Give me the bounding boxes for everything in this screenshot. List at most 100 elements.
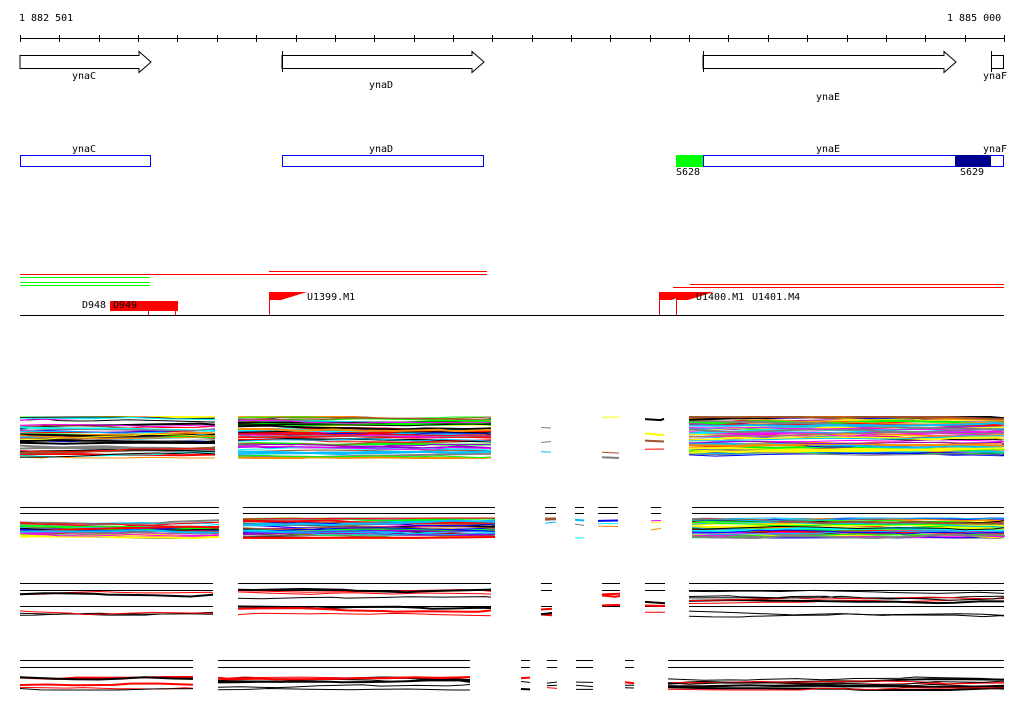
alignment-track-3-read <box>688 596 1005 602</box>
alignment-track-1-read <box>644 417 665 422</box>
alignment-track-2-read <box>544 521 557 524</box>
box-label-ynaF[interactable]: ynaF <box>983 144 1008 155</box>
alignment-track-2-read <box>574 523 585 526</box>
alignment-track-1-read <box>237 434 492 438</box>
alignment-track-2-read <box>691 525 1005 531</box>
alignment-track-1-read <box>19 448 216 453</box>
alignment-track-1-read <box>540 426 552 429</box>
gene-arrow-ynaC <box>19 50 152 74</box>
alignment-track-2-read <box>19 521 220 526</box>
alignment-track-1-read <box>19 423 216 428</box>
alignment-track-1-read <box>19 452 216 458</box>
gene-label-ynaF[interactable]: ynaF <box>983 71 1008 82</box>
alignment-track-1-read <box>237 424 492 431</box>
alignment-track-2-read <box>691 517 1005 522</box>
alignment-track-1-read <box>688 440 1005 445</box>
alignment-track-3-read <box>688 595 1005 600</box>
feature-block-d949 <box>110 301 178 311</box>
gene-region-ynaC <box>20 155 151 167</box>
alignment-track-2-read <box>242 526 496 530</box>
alignment-track-1-read <box>237 450 492 455</box>
alignment-track-1-read <box>19 434 216 440</box>
box-label-ynaD[interactable]: ynaD <box>369 144 394 155</box>
feature-label-u1400[interactable]: U1400.M1 <box>696 292 745 303</box>
alignment-track-1-read <box>237 416 492 422</box>
alignment-track-3-read <box>540 607 553 611</box>
alignment-track-1-read <box>688 428 1005 437</box>
segment-s629 <box>955 155 991 167</box>
alignment-track-4-read <box>19 688 194 691</box>
gene-box-ynaF <box>991 55 1004 69</box>
alignment-track-3-read <box>601 594 621 598</box>
alignment-track-2-read <box>242 529 496 536</box>
alignment-track-3-read <box>644 604 666 607</box>
alignment-track-4-read <box>19 682 194 687</box>
alignment-track-3-read <box>237 596 492 600</box>
alignment-track-4-read <box>520 676 531 680</box>
alignment-track-4-read <box>575 684 594 688</box>
ruler-end-label: 1 885 000 <box>947 13 1002 24</box>
alignment-track-2-read <box>19 529 220 534</box>
box-label-ynaC[interactable]: ynaC <box>72 144 97 155</box>
alignment-track-1-read <box>237 454 492 459</box>
alignment-track-1-read <box>688 447 1005 454</box>
alignment-track-2-read <box>19 532 220 537</box>
alignment-track-1-read <box>237 446 492 451</box>
alignment-track-1-read <box>237 445 492 450</box>
alignment-track-1-read <box>19 441 215 445</box>
alignment-track-1-read <box>237 438 492 443</box>
alignment-track-4-read <box>217 687 470 691</box>
feature-label-u1401[interactable]: U1401.M4 <box>752 292 801 303</box>
alignment-track-3-read <box>688 613 1005 618</box>
alignment-track-1-read <box>644 439 665 443</box>
alignment-track-4-read <box>217 683 471 689</box>
alignment-track-3-read <box>19 592 214 598</box>
alignment-track-3-read <box>601 603 621 607</box>
alignment-track-3-read <box>237 591 492 595</box>
alignment-track-1-read <box>19 456 215 459</box>
alignment-track-1-read <box>237 445 492 450</box>
alignment-track-4-read <box>667 680 1004 686</box>
gene-arrow-ynaE <box>702 50 957 74</box>
alignment-track-4-read <box>667 683 1005 688</box>
feature-label-u1399[interactable]: U1399.M1 <box>307 292 356 303</box>
alignment-track-3-read <box>540 612 553 616</box>
alignment-track-3-read <box>237 607 492 613</box>
alignment-track-2-read <box>19 519 220 525</box>
alignment-track-4-read <box>667 676 1005 681</box>
alignment-track-1-read <box>237 456 492 459</box>
alignment-track-1-read <box>688 442 1005 449</box>
gene-label-ynaE[interactable]: ynaE <box>816 92 841 103</box>
alignment-track-4-read <box>19 686 194 690</box>
alignment-track-2-read <box>242 530 496 536</box>
alignment-track-3-read <box>688 598 1005 605</box>
alignment-track-1-read <box>237 443 492 447</box>
alignment-track-1-read <box>688 421 1005 428</box>
alignment-track-2-read <box>242 517 496 520</box>
alignment-track-3-read <box>688 589 1005 594</box>
gene-arrow-ynaD <box>281 50 485 74</box>
segment-label-s629[interactable]: S629 <box>960 167 985 178</box>
alignment-track-2-read <box>691 521 1005 529</box>
gene-label-ynaD[interactable]: ynaD <box>369 80 394 91</box>
alignment-track-3-read <box>601 592 621 596</box>
feature-label-d949[interactable]: D949 <box>113 300 138 311</box>
segment-label-s628[interactable]: S628 <box>676 167 701 178</box>
alignment-track-1-read <box>237 427 491 433</box>
box-label-ynaE[interactable]: ynaE <box>816 144 841 155</box>
alignment-track-1-read <box>237 433 492 436</box>
alignment-track-2-read <box>574 518 585 522</box>
gene-region-ynaE-ynaF <box>703 155 1004 167</box>
alignment-track-4-read <box>624 681 635 685</box>
alignment-track-4-read <box>546 687 558 689</box>
alignment-track-1-read <box>19 427 216 432</box>
alignment-track-2-read <box>691 533 1005 540</box>
alignment-track-1-read <box>601 456 620 459</box>
feature-flag <box>676 292 714 300</box>
alignment-track-1-read <box>20 416 216 420</box>
gene-label-ynaC[interactable]: ynaC <box>72 71 97 82</box>
alignment-track-2-read <box>650 528 662 531</box>
feature-label-d948[interactable]: D948 <box>82 300 107 311</box>
alignment-track-1-read <box>688 416 1005 421</box>
alignment-track-1-read <box>688 452 1005 456</box>
